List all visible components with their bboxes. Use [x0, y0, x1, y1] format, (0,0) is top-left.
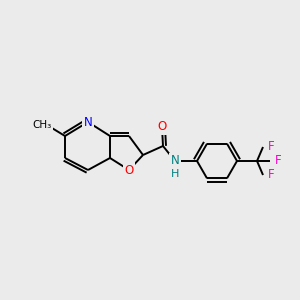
Text: N: N — [171, 154, 179, 167]
Text: O: O — [124, 164, 134, 176]
Text: F: F — [268, 140, 274, 154]
Text: H: H — [171, 169, 179, 179]
Text: N: N — [84, 116, 92, 128]
Text: F: F — [275, 154, 281, 167]
Text: CH₃: CH₃ — [32, 120, 52, 130]
Text: F: F — [268, 169, 274, 182]
Text: O: O — [158, 121, 166, 134]
